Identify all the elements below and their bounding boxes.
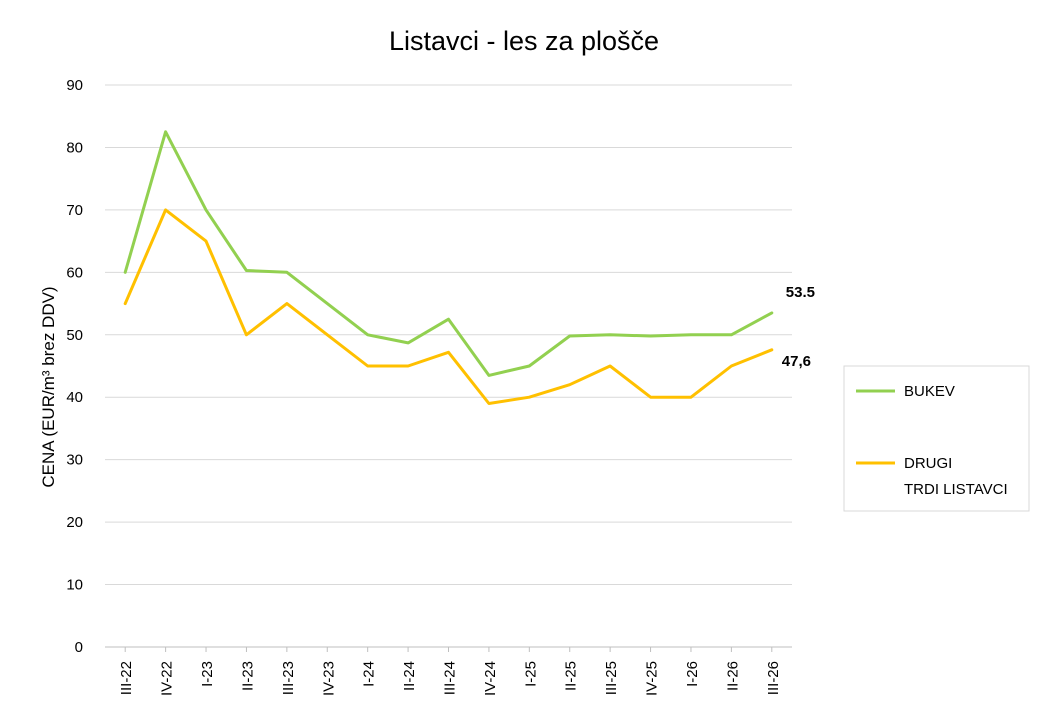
legend-label: DRUGI (904, 455, 952, 472)
data-labels: 53.5 47,6 (782, 284, 815, 370)
y-tick-label: 20 (66, 514, 83, 531)
x-tick-label: IV-24 (482, 661, 499, 696)
x-tick-label: I-25 (522, 661, 539, 687)
gridlines (105, 84, 792, 648)
x-tick-label: III-22 (118, 661, 135, 695)
x-tick-label: I-23 (199, 661, 216, 687)
y-axis-ticks: 0 10 20 30 40 50 60 70 80 90 (66, 77, 83, 656)
chart-title: Listavci - les za plošče (389, 26, 659, 56)
legend: BUKEV DRUGI TRDI LISTAVCI (843, 365, 1030, 512)
x-tick-label: I-24 (361, 661, 378, 687)
x-tick-label: II-23 (239, 661, 256, 691)
x-tick-label: IV-25 (644, 661, 661, 696)
legend-label: BUKEV (904, 383, 955, 400)
x-tick-label: II-24 (401, 661, 418, 691)
x-tick-label: IV-23 (320, 661, 337, 696)
series-line-drugi-trdi-listavci (123, 208, 774, 405)
series-line-bukev (123, 130, 774, 377)
y-tick-label: 30 (66, 452, 83, 469)
y-tick-label: 40 (66, 389, 83, 406)
x-tick-label: II-25 (563, 661, 580, 691)
y-tick-label: 60 (66, 264, 83, 281)
y-tick-label: 10 (66, 577, 83, 594)
data-label-end: 53.5 (786, 284, 815, 301)
y-tick-label: 0 (75, 639, 83, 656)
data-label-end: 47,6 (782, 353, 811, 370)
y-tick-label: 50 (66, 327, 83, 344)
y-tick-label: 90 (66, 77, 83, 94)
x-tick-label: II-26 (724, 661, 741, 691)
series-group (123, 130, 774, 405)
x-tick-label: I-26 (684, 661, 701, 687)
x-tick-label: III-25 (603, 661, 620, 695)
x-tick-label: IV-22 (159, 661, 176, 696)
x-tick-label: III-23 (280, 661, 297, 695)
x-axis-ticks: III-22 IV-22 I-23 II-23 III-23 IV-23 I-24 II-24… (118, 647, 782, 696)
y-axis-label: CENA (EUR/m³ brez DDV) (39, 286, 58, 487)
x-tick-label: III-24 (442, 661, 459, 695)
x-tick-label: III-26 (765, 661, 782, 695)
y-tick-label: 70 (66, 202, 83, 219)
legend-label: TRDI LISTAVCI (904, 481, 1008, 498)
y-tick-label: 80 (66, 139, 83, 156)
